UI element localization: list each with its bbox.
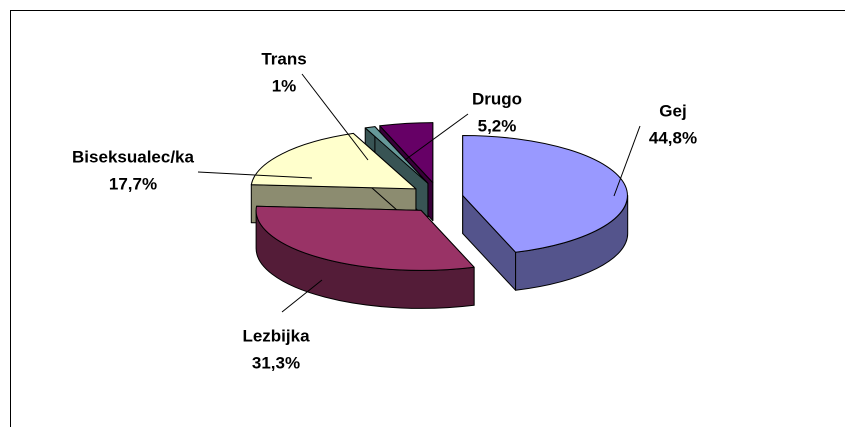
leader-line (301, 73, 369, 161)
slice-label: Biseksualec/ka (72, 147, 194, 166)
slice (379, 122, 434, 184)
slice-label: Lezbijka (242, 326, 310, 345)
slice-label: Gej (659, 101, 686, 120)
slice-value-label: 31,3% (252, 353, 300, 372)
leader-line (281, 279, 323, 313)
slice (364, 126, 429, 184)
slice-value-label: 17,7% (109, 174, 157, 193)
slice-label: Drugo (472, 89, 522, 108)
slice (462, 135, 628, 253)
slice-value-label: 1% (272, 76, 297, 95)
slice (255, 205, 475, 271)
leader-line (197, 171, 313, 179)
slice-label: Trans (261, 49, 306, 68)
chart-frame (10, 10, 845, 427)
leader-line (613, 125, 641, 197)
slice (250, 132, 417, 190)
slice-value-label: 44,8% (649, 128, 697, 147)
slice-value-label: 5,2% (478, 116, 517, 135)
leader-line (404, 113, 469, 161)
